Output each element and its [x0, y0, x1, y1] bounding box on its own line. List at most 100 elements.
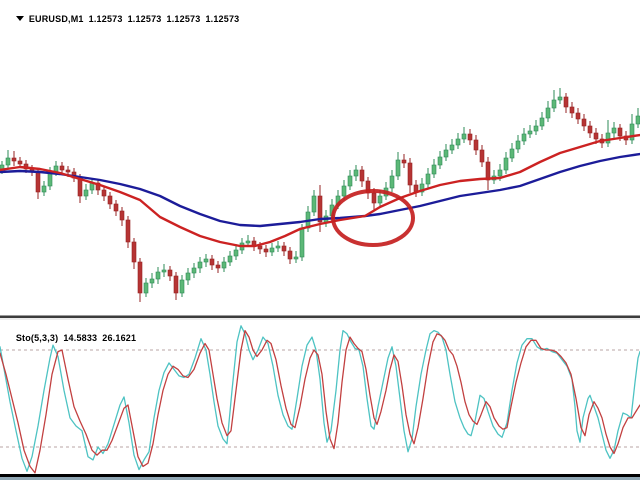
bear-candle: [131, 241, 137, 263]
quote-low: 1.12573: [166, 14, 201, 24]
bull-candle: [557, 96, 563, 101]
bear-candle: [35, 171, 41, 193]
bull-candle: [149, 278, 155, 284]
stoch-d-value: 26.1621: [102, 333, 137, 343]
bull-candle: [389, 175, 395, 189]
bull-candle: [179, 279, 185, 294]
bear-candle: [287, 250, 293, 260]
bull-candle: [191, 267, 197, 274]
bull-candle: [539, 117, 545, 127]
bull-candle: [347, 175, 353, 187]
chart-bottom-border: [0, 474, 640, 480]
bull-candle: [233, 249, 239, 257]
bear-candle: [575, 112, 581, 120]
bear-candle: [617, 127, 623, 137]
bear-candle: [281, 245, 287, 252]
bear-candle: [569, 106, 575, 114]
price-chart[interactable]: [0, 0, 640, 314]
bull-candle: [611, 127, 617, 134]
bull-candle: [437, 156, 443, 166]
bear-candle: [65, 169, 71, 173]
bear-candle: [563, 96, 569, 108]
bear-candle: [17, 160, 23, 165]
bull-candle: [635, 115, 640, 125]
bear-candle: [95, 182, 101, 191]
bear-candle: [479, 149, 485, 163]
bear-candle: [209, 258, 215, 266]
bull-candle: [449, 144, 455, 151]
bull-candle: [533, 125, 539, 132]
bear-candle: [59, 165, 65, 171]
bull-candle: [503, 157, 509, 171]
bull-candle: [197, 261, 203, 269]
bull-candle: [497, 169, 503, 177]
bull-candle: [395, 159, 401, 177]
bear-candle: [167, 269, 173, 277]
bull-candle: [521, 133, 527, 142]
bear-candle: [581, 118, 587, 127]
bull-candle: [545, 107, 551, 119]
stoch-d-line: [0, 329, 640, 474]
bear-candle: [587, 125, 593, 134]
bear-candle: [119, 210, 125, 221]
ma-fast-line: [0, 133, 640, 248]
ma-slow-line: [0, 152, 640, 228]
bull-candle: [425, 173, 431, 185]
bull-candle: [341, 185, 347, 197]
bear-candle: [173, 275, 179, 294]
bull-candle: [245, 240, 251, 244]
bear-candle: [137, 261, 143, 294]
panel-divider[interactable]: [0, 314, 640, 320]
bull-candle: [377, 195, 383, 204]
bear-candle: [125, 219, 131, 243]
bull-candle: [527, 130, 533, 135]
quote-line: EURUSD,M1 1.12573 1.12573 1.12573 1.12573: [5, 4, 239, 34]
bull-candle: [203, 258, 209, 263]
bear-candle: [77, 177, 83, 197]
bear-candle: [101, 189, 107, 197]
bear-candle: [485, 161, 491, 181]
bear-candle: [107, 195, 113, 205]
bull-candle: [185, 272, 191, 281]
bear-candle: [113, 203, 119, 212]
quote-close: 1.12573: [205, 14, 240, 24]
bull-candle: [41, 185, 47, 193]
bear-candle: [401, 159, 407, 164]
bull-candle: [5, 157, 11, 166]
bull-candle: [551, 99, 557, 109]
bull-candle: [269, 247, 275, 253]
quote-open: 1.12573: [88, 14, 123, 24]
stoch-k-value: 14.5833: [63, 333, 98, 343]
bull-candle: [455, 138, 461, 146]
bear-candle: [11, 157, 17, 162]
bull-candle: [419, 183, 425, 193]
bear-candle: [593, 132, 599, 140]
bear-candle: [473, 139, 479, 151]
bear-candle: [407, 162, 413, 186]
bull-candle: [221, 261, 227, 269]
candles-group: [0, 88, 640, 302]
bull-candle: [353, 169, 359, 177]
bull-candle: [275, 245, 281, 249]
bear-candle: [359, 169, 365, 182]
bull-candle: [629, 123, 635, 141]
bull-candle: [143, 282, 149, 294]
bull-candle: [155, 271, 161, 280]
bull-candle: [293, 256, 299, 260]
bear-candle: [215, 264, 221, 269]
bull-candle: [311, 195, 317, 213]
quote-high: 1.12573: [127, 14, 162, 24]
bull-candle: [161, 269, 167, 273]
bull-candle: [227, 255, 233, 263]
bear-candle: [257, 245, 263, 250]
bull-candle: [443, 149, 449, 158]
bull-candle: [605, 132, 611, 144]
bear-candle: [371, 192, 377, 204]
symbol-label: EURUSD,M1: [28, 14, 84, 24]
crossover-circle-annotation: [331, 189, 415, 247]
bull-candle: [509, 148, 515, 159]
bull-candle: [83, 189, 89, 197]
stochastic-chart[interactable]: [0, 320, 640, 474]
bear-candle: [263, 248, 269, 253]
